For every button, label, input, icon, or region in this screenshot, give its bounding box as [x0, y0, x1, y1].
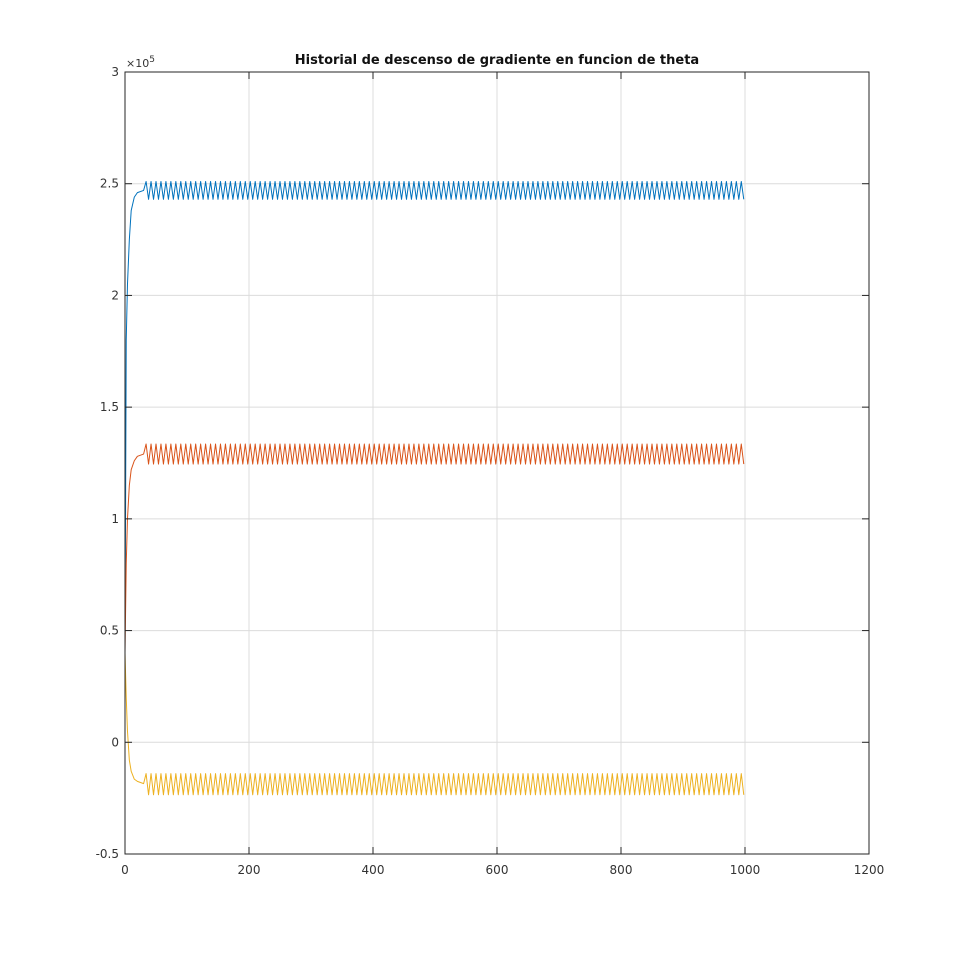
- x-tick-label: 400: [362, 863, 385, 877]
- y-axis-ticks: -0.5 0 0.5 1 1.5 2 2.5 3: [96, 65, 869, 861]
- x-tick-label: 0: [121, 863, 129, 877]
- y-exponent-base: ×10: [126, 57, 149, 70]
- y-tick-label: 1: [111, 512, 119, 526]
- y-tick-label: 2: [111, 288, 119, 302]
- series-line-1: [124, 180, 745, 653]
- x-tick-label: 1200: [854, 863, 885, 877]
- y-tick-label: 3: [111, 65, 119, 79]
- x-tick-label: 200: [238, 863, 261, 877]
- x-tick-label: 1000: [730, 863, 761, 877]
- x-tick-label: 800: [610, 863, 633, 877]
- y-tick-label: 1.5: [100, 400, 119, 414]
- y-tick-label: -0.5: [96, 847, 119, 861]
- grid-lines: [125, 72, 869, 854]
- x-axis-ticks: 0 200 400 600 800 1000 1200: [121, 72, 884, 877]
- y-exponent-power: 5: [149, 55, 155, 65]
- series-line-2: [124, 443, 745, 653]
- y-tick-label: 0: [111, 735, 119, 749]
- y-tick-label: 0.5: [100, 624, 119, 638]
- chart-title: Historial de descenso de gradiente en fu…: [295, 53, 699, 68]
- series-group: [124, 180, 745, 796]
- y-tick-label: 2.5: [100, 177, 119, 191]
- series-line-3: [124, 652, 745, 796]
- y-exponent-label: ×105: [126, 55, 155, 70]
- x-tick-label: 600: [486, 863, 509, 877]
